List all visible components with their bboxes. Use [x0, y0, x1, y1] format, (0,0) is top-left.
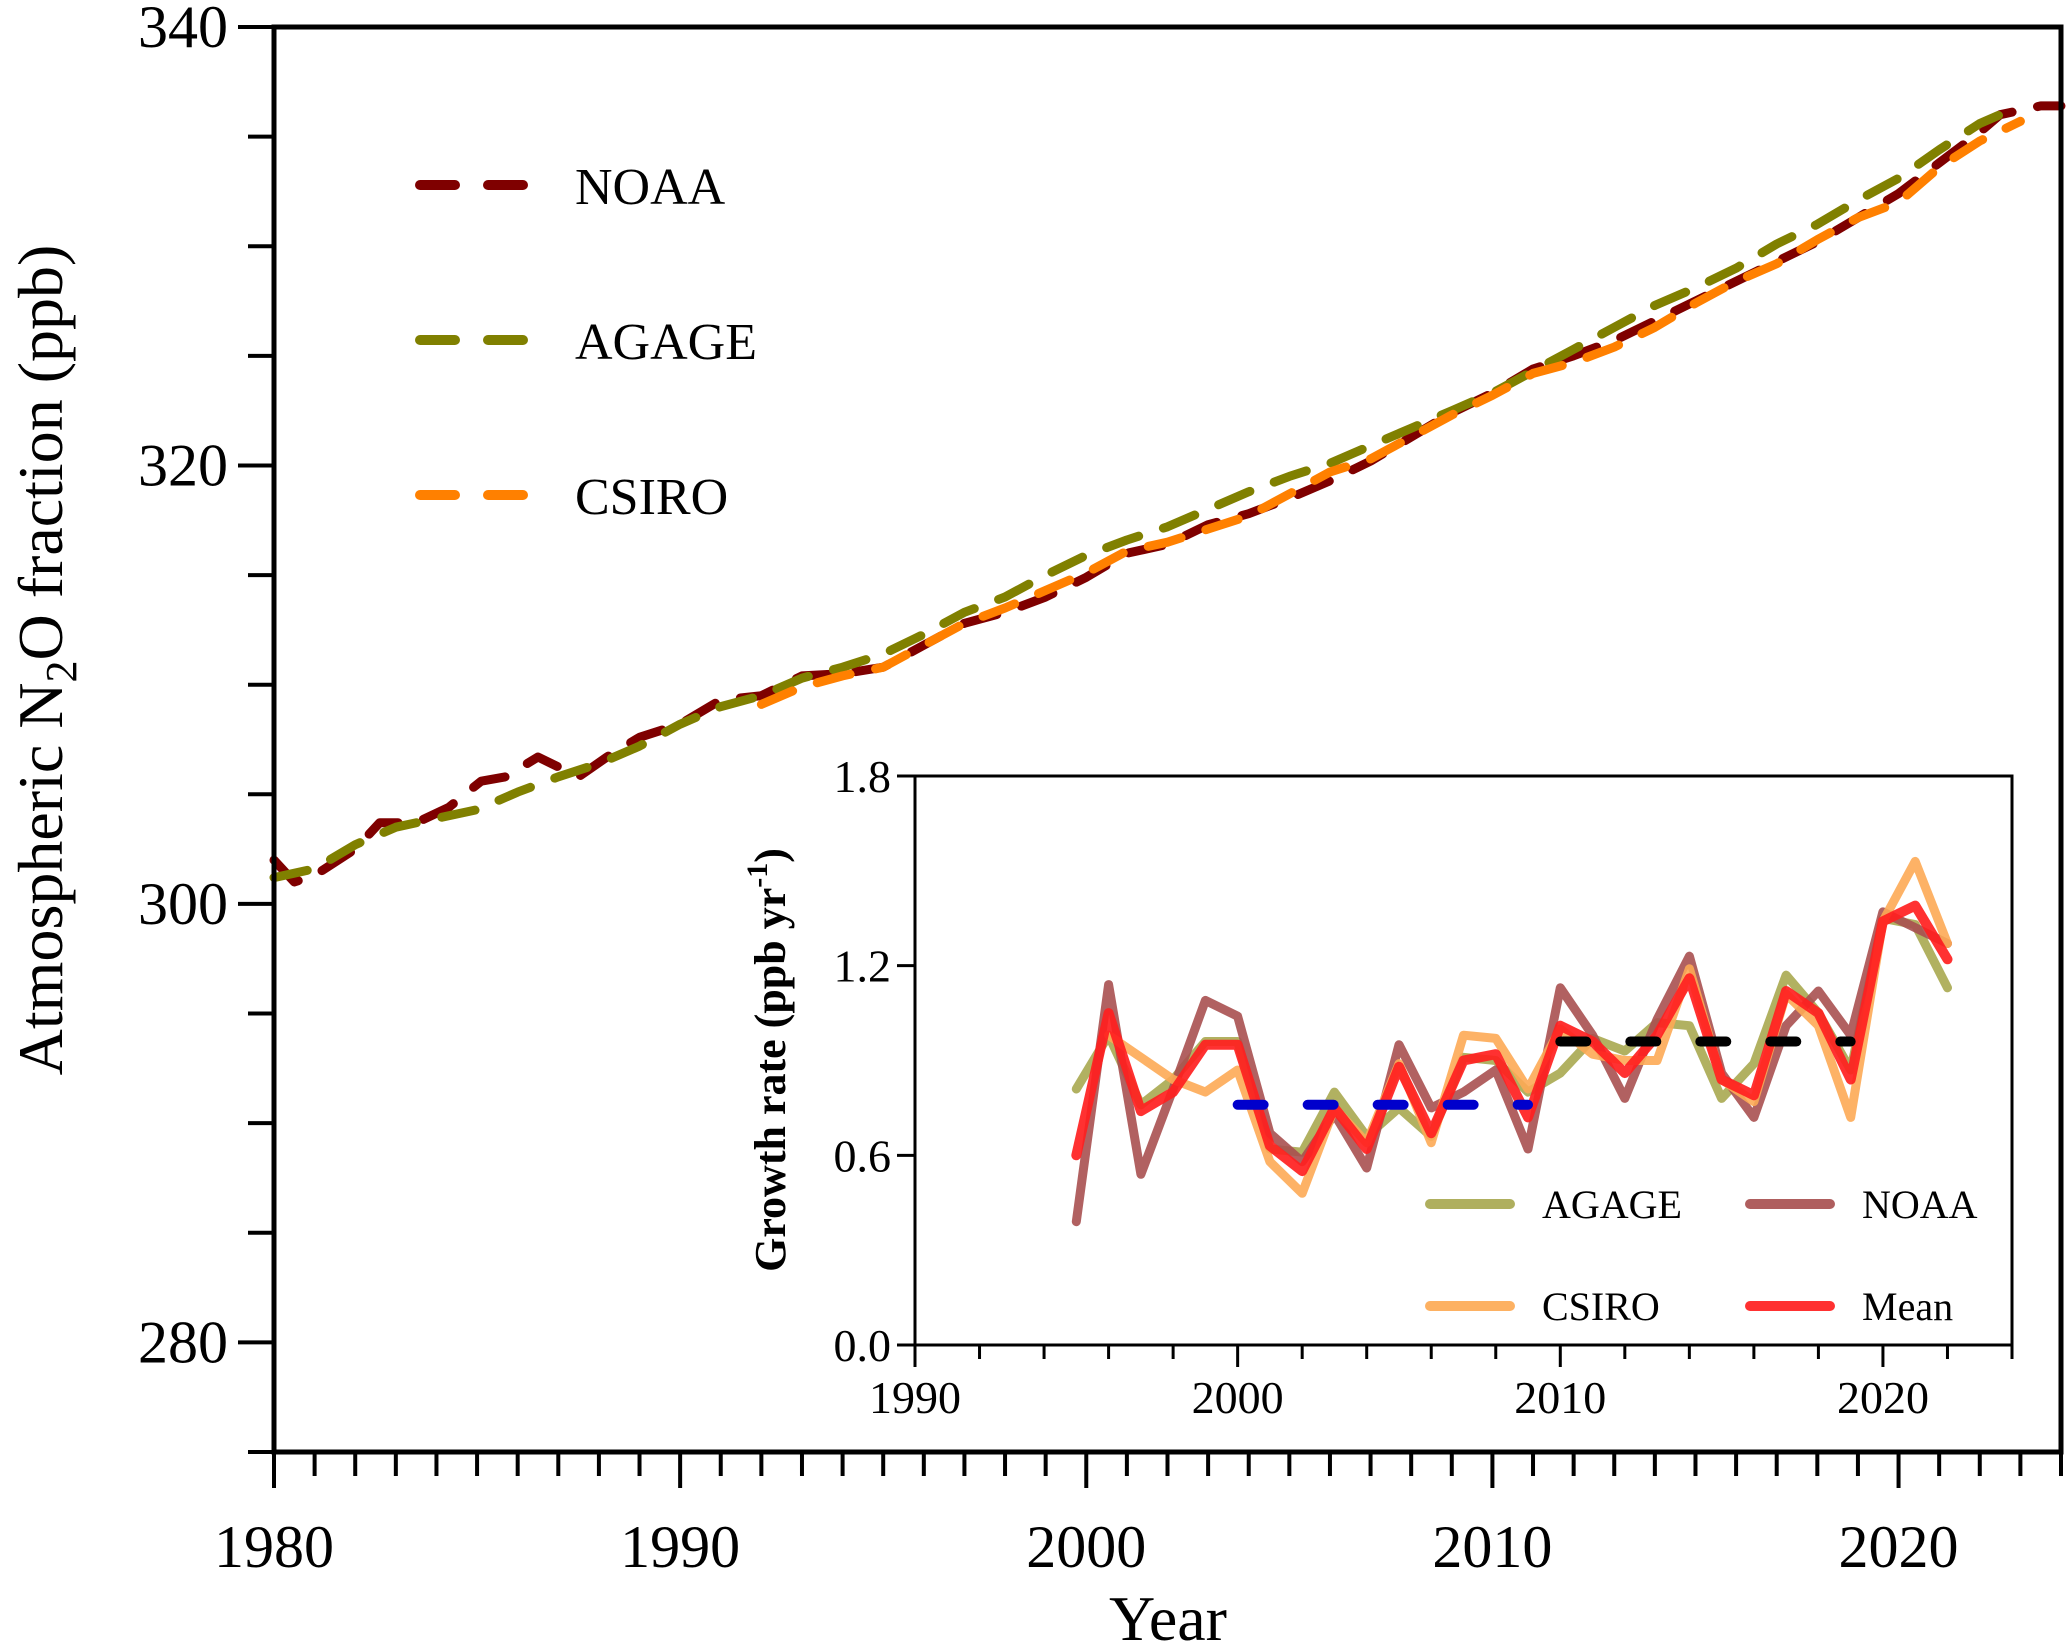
main-y-tick-label: 300: [138, 871, 228, 937]
main-y-axis-title: Atmospheric N2O fraction (ppb): [5, 245, 86, 1076]
main-y-tick-label: 320: [138, 432, 228, 498]
main-y-axis-title-part2: O fraction (ppb): [5, 245, 76, 661]
main-legend-item-noaa: NOAA: [415, 159, 726, 216]
main-x-axis-title: Year: [1109, 1583, 1227, 1649]
main-x-tick-label: 1980: [214, 1514, 334, 1580]
inset-legend-label: Mean: [1862, 1284, 1953, 1329]
inset-y-tick-label: 1.8: [834, 751, 892, 802]
inset-x-tick-label: 2010: [1514, 1372, 1606, 1423]
inset-y-axis-title: Growth rate (ppb yr-1): [741, 848, 795, 1272]
inset-series-line-mean: [1071, 900, 1953, 1177]
main-x-tick-label: 2000: [1026, 1514, 1146, 1580]
main-series-line-csiro: [756, 116, 2025, 709]
main-series-line-agage: [269, 101, 2025, 883]
inset-y-axis-title-part1: Growth rate (ppb yr: [746, 888, 795, 1272]
main-y-axis: 280 300 320 340: [138, 0, 274, 1454]
main-legend: NOAA AGAGE CSIRO: [415, 159, 757, 526]
inset-y-axis: 0.0 0.6 1.2 1.8: [834, 751, 915, 1371]
inset-x-tick-label: 2020: [1837, 1372, 1929, 1423]
main-legend-label: AGAGE: [575, 314, 757, 371]
inset-x-tick-label: 1990: [869, 1372, 961, 1423]
main-x-axis: 1980 1990 2000 2010 2020: [214, 1452, 2063, 1580]
main-series-line-noaa: [269, 101, 2066, 887]
main-y-axis-title-subscript: 2: [37, 661, 86, 683]
inset-x-axis: 1990 2000 2010 2020: [869, 1345, 2014, 1423]
main-y-tick-label: 280: [138, 1309, 228, 1375]
main-legend-label: CSIRO: [575, 469, 728, 526]
main-x-tick-label: 1990: [620, 1514, 740, 1580]
inset-legend: AGAGE NOAA CSIRO Mean: [1425, 1182, 1978, 1329]
inset-y-tick-label: 0.0: [834, 1320, 892, 1371]
main-x-tick-label: 2010: [1432, 1514, 1552, 1580]
inset-legend-item-mean: Mean: [1745, 1284, 1953, 1329]
inset-y-tick-label: 1.2: [834, 941, 892, 992]
main-legend-item-csiro: CSIRO: [415, 469, 728, 526]
main-y-tick-label: 340: [138, 0, 228, 60]
main-y-axis-title-part1: Atmospheric N: [5, 683, 76, 1076]
inset-legend-label: CSIRO: [1542, 1284, 1660, 1329]
inset-reference-lines: [1232, 1036, 1856, 1110]
main-legend-label: NOAA: [575, 159, 726, 216]
inset-legend-item-csiro: CSIRO: [1425, 1284, 1660, 1329]
inset-legend-item-agage: AGAGE: [1425, 1182, 1682, 1227]
inset-y-axis-title-superscript: -1: [741, 863, 774, 888]
inset-x-tick-label: 2000: [1192, 1372, 1284, 1423]
inset-legend-item-noaa: NOAA: [1745, 1182, 1978, 1227]
inset-legend-label: AGAGE: [1542, 1182, 1682, 1227]
inset-y-tick-label: 0.6: [834, 1130, 892, 1181]
main-legend-item-agage: AGAGE: [415, 314, 757, 371]
inset-plot: 0.0 0.6 1.2 1.8 1990 2000 2010 2020 Growth rat…: [741, 751, 2014, 1423]
main-plot: 280 300 320 340 1980 1990 2000 2010 2020 Year A…: [5, 0, 2066, 1649]
inset-plot-frame: [913, 774, 2014, 1347]
inset-legend-label: NOAA: [1862, 1182, 1978, 1227]
inset-y-axis-title-part3: ): [746, 848, 795, 863]
main-series-layer: [269, 101, 2066, 887]
main-x-tick-label: 2020: [1839, 1514, 1959, 1580]
